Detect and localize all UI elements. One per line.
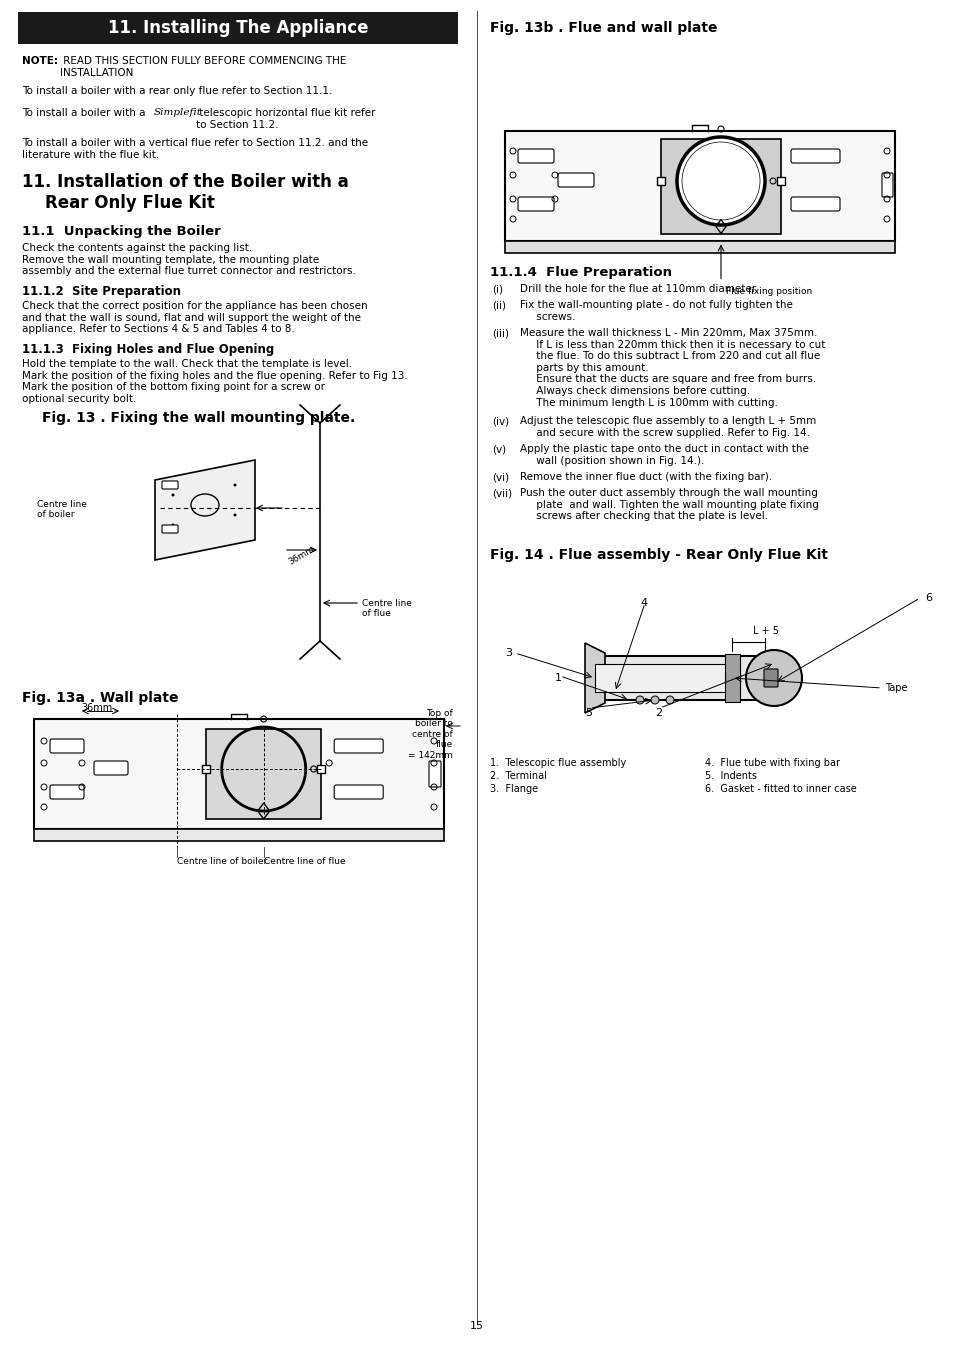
Text: 11.1.4  Flue Preparation: 11.1.4 Flue Preparation [490,266,671,280]
Text: Centre line
of boiler: Centre line of boiler [37,500,87,519]
Text: 11.1.3  Fixing Holes and Flue Opening: 11.1.3 Fixing Holes and Flue Opening [22,343,274,357]
Text: READ THIS SECTION FULLY BEFORE COMMENCING THE
INSTALLATION: READ THIS SECTION FULLY BEFORE COMMENCIN… [60,55,346,77]
FancyBboxPatch shape [34,830,443,842]
FancyBboxPatch shape [776,177,784,185]
Text: Remove the inner flue duct (with the fixing bar).: Remove the inner flue duct (with the fix… [519,471,771,482]
Text: To install a boiler with a: To install a boiler with a [22,108,149,118]
Circle shape [636,696,643,704]
Text: 11.1  Unpacking the Boiler: 11.1 Unpacking the Boiler [22,226,220,238]
Polygon shape [584,643,604,713]
FancyBboxPatch shape [202,765,210,773]
Text: Fig. 13a . Wall plate: Fig. 13a . Wall plate [22,690,178,705]
Text: 15: 15 [470,1321,483,1331]
Text: Drill the hole for the flue at 110mm diameter.: Drill the hole for the flue at 110mm dia… [519,284,758,295]
FancyBboxPatch shape [657,177,664,185]
FancyBboxPatch shape [589,657,760,700]
Text: Apply the plastic tape onto the duct in contact with the
     wall (position sho: Apply the plastic tape onto the duct in … [519,444,808,466]
FancyBboxPatch shape [660,139,781,234]
Text: NOTE:: NOTE: [22,55,58,66]
Circle shape [745,650,801,707]
Text: (v): (v) [492,444,506,454]
FancyBboxPatch shape [724,654,740,703]
Text: (iv): (iv) [492,416,509,426]
Text: 4.  Flue tube with fixing bar: 4. Flue tube with fixing bar [704,758,840,767]
Text: (vi): (vi) [492,471,509,482]
FancyBboxPatch shape [334,785,383,798]
Ellipse shape [233,513,236,516]
Text: Hold the template to the wall. Check that the template is level.
Mark the positi: Hold the template to the wall. Check tha… [22,359,407,404]
Text: 3.  Flange: 3. Flange [490,784,537,794]
FancyBboxPatch shape [504,240,894,253]
Text: 1.  Telescopic flue assembly: 1. Telescopic flue assembly [490,758,625,767]
Text: 1: 1 [555,673,561,684]
FancyBboxPatch shape [34,719,443,830]
Text: Centre line of boiler: Centre line of boiler [177,857,268,866]
Text: 11. Installation of the Boiler with a
    Rear Only Flue Kit: 11. Installation of the Boiler with a Re… [22,173,349,212]
Polygon shape [154,459,254,561]
Text: telescopic horizontal flue kit refer
to Section 11.2.: telescopic horizontal flue kit refer to … [195,108,375,130]
Text: To install a boiler with a vertical flue refer to Section 11.2. and the
literatu: To install a boiler with a vertical flue… [22,138,368,159]
Text: (ii): (ii) [492,300,505,309]
Ellipse shape [172,493,174,497]
FancyBboxPatch shape [50,785,84,798]
Text: (i): (i) [492,284,502,295]
Text: 11. Installing The Appliance: 11. Installing The Appliance [108,19,368,36]
FancyBboxPatch shape [94,761,128,775]
Text: Fig. 13b . Flue and wall plate: Fig. 13b . Flue and wall plate [490,22,717,35]
Circle shape [677,136,764,226]
Text: Check the contents against the packing list.
Remove the wall mounting template, : Check the contents against the packing l… [22,243,355,276]
Text: Top of
boiler to
centre of
flue
= 142mm: Top of boiler to centre of flue = 142mm [408,709,453,759]
FancyBboxPatch shape [316,765,325,773]
Text: 6.  Gasket - fitted to inner case: 6. Gasket - fitted to inner case [704,784,856,794]
FancyBboxPatch shape [18,12,457,45]
Text: 36mm: 36mm [81,703,112,713]
Text: 11.1.2  Site Preparation: 11.1.2 Site Preparation [22,285,181,299]
FancyBboxPatch shape [162,481,178,489]
Text: (vii): (vii) [492,488,512,499]
Text: To install a boiler with a rear only flue refer to Section 11.1.: To install a boiler with a rear only flu… [22,86,332,96]
FancyBboxPatch shape [790,149,840,163]
Text: 2.  Terminal: 2. Terminal [490,771,546,781]
FancyBboxPatch shape [790,197,840,211]
Text: L + 5: L + 5 [753,626,779,636]
FancyBboxPatch shape [504,131,894,240]
Circle shape [665,696,673,704]
FancyBboxPatch shape [763,669,778,688]
FancyBboxPatch shape [517,149,554,163]
Text: Adjust the telescopic flue assembly to a length L + 5mm
     and secure with the: Adjust the telescopic flue assembly to a… [519,416,816,438]
FancyBboxPatch shape [162,526,178,534]
Ellipse shape [233,484,236,486]
FancyBboxPatch shape [334,739,383,753]
Text: Flue fixing position: Flue fixing position [725,286,811,296]
Text: Fig. 14 . Flue assembly - Rear Only Flue Kit: Fig. 14 . Flue assembly - Rear Only Flue… [490,549,827,562]
Text: Simplefit: Simplefit [153,108,202,118]
Text: Measure the wall thickness L - Min 220mm, Max 375mm.
     If L is less than 220m: Measure the wall thickness L - Min 220mm… [519,328,824,408]
Text: 5.  Indents: 5. Indents [704,771,757,781]
Text: Centre line
of flue: Centre line of flue [361,598,412,619]
Text: 2: 2 [655,708,661,717]
Text: Push the outer duct assembly through the wall mounting
     plate  and wall. Tig: Push the outer duct assembly through the… [519,488,818,521]
FancyBboxPatch shape [429,761,440,788]
Text: Check that the correct position for the appliance has been chosen
and that the w: Check that the correct position for the … [22,301,367,334]
Text: 5: 5 [584,708,592,717]
Circle shape [650,696,659,704]
Text: 3: 3 [504,648,512,658]
Text: (iii): (iii) [492,328,509,338]
Text: 36mm: 36mm [287,544,316,566]
FancyBboxPatch shape [50,739,84,753]
Text: Fig. 13 . Fixing the wall mounting plate.: Fig. 13 . Fixing the wall mounting plate… [42,411,355,426]
Text: 4: 4 [639,598,646,608]
Ellipse shape [172,523,174,527]
FancyBboxPatch shape [517,197,554,211]
Text: 6: 6 [924,593,931,603]
FancyBboxPatch shape [206,730,321,819]
FancyBboxPatch shape [882,173,892,197]
Text: Tape: Tape [884,684,906,693]
FancyBboxPatch shape [558,173,594,186]
Text: Fix the wall-mounting plate - do not fully tighten the
     screws.: Fix the wall-mounting plate - do not ful… [519,300,792,322]
FancyBboxPatch shape [595,663,724,692]
Text: Centre line of flue: Centre line of flue [263,857,345,866]
